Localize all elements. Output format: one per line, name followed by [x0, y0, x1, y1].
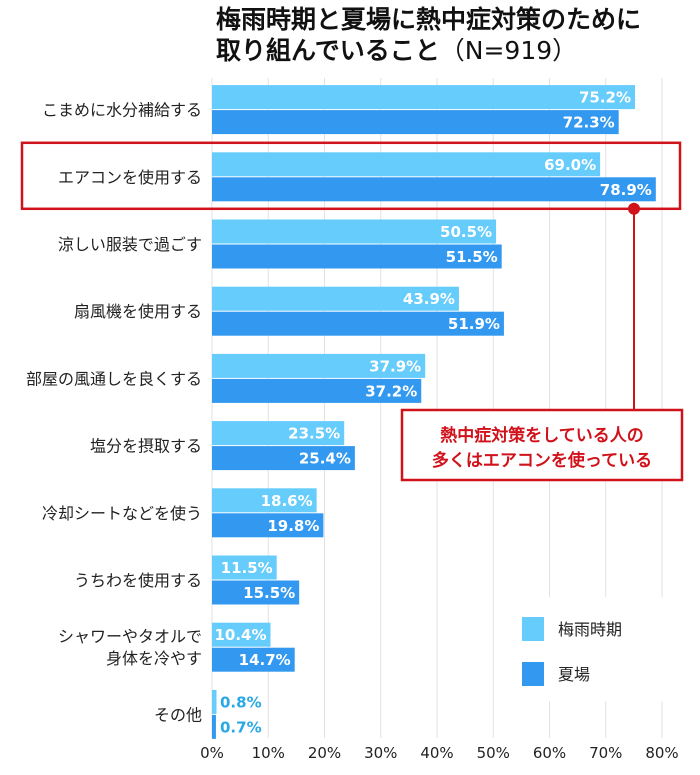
bar-value-label: 18.6% — [261, 492, 313, 510]
bar-value-label: 14.7% — [239, 651, 291, 669]
chart-title-line1: 梅雨時期と夏場に熱中症対策のために — [216, 5, 642, 34]
bar-value-label: 51.5% — [446, 248, 498, 266]
chart-title: 梅雨時期と夏場に熱中症対策のために 取り組んでいること（N=919） — [216, 4, 696, 66]
category-label: 扇風機を使用する — [74, 302, 202, 321]
bar-summer — [212, 110, 619, 135]
bar-rainy-season — [212, 353, 426, 378]
legend-swatch — [522, 617, 544, 641]
bar-value-label: 37.9% — [369, 357, 421, 375]
bar-rainy-season — [212, 286, 459, 311]
x-tick-label: 0% — [200, 744, 224, 762]
bar-rainy-season — [212, 488, 317, 513]
x-tick-label: 80% — [645, 744, 678, 762]
x-tick-label: 10% — [252, 744, 285, 762]
callout-text: 熱中症対策をしている人の — [440, 425, 644, 446]
bar-rainy-season — [212, 219, 497, 244]
highlight-box — [20, 141, 682, 211]
bar-value-label: 11.5% — [221, 559, 273, 577]
bar-value-label: 23.5% — [288, 425, 340, 443]
bar-summer — [212, 513, 324, 538]
bar-rainy-season — [212, 689, 217, 714]
chart-title-line2: 取り組んでいること — [216, 36, 440, 65]
bar-summer — [212, 446, 355, 471]
bar-value-label: 0.7% — [220, 718, 262, 736]
category-label: 身体を冷やす — [106, 649, 202, 668]
bar-value-label: 78.9% — [600, 181, 652, 199]
chart-title-n: （N=919） — [439, 36, 578, 65]
bar-summer — [212, 580, 300, 605]
category-label: 部屋の風通しを良くする — [26, 369, 202, 388]
category-label: こまめに水分補給する — [42, 101, 202, 120]
bar-rainy-season — [212, 85, 635, 110]
category-labels: こまめに水分補給するエアコンを使用する涼しい服装で過ごす扇風機を使用する部屋の風… — [26, 101, 202, 725]
bar-value-label: 50.5% — [440, 223, 492, 241]
legend-label: 夏場 — [558, 665, 590, 684]
bar-rainy-season — [212, 555, 277, 580]
category-label: その他 — [154, 705, 202, 724]
callout-dot — [628, 202, 640, 215]
bar-value-label: 0.8% — [220, 693, 262, 711]
category-label: エアコンを使用する — [58, 168, 202, 187]
bar-summer — [212, 378, 422, 403]
x-tick-label: 30% — [364, 744, 397, 762]
bar-rainy-season — [212, 622, 271, 647]
category-label: 冷却シートなどを使う — [42, 504, 202, 523]
x-tick-label: 20% — [308, 744, 341, 762]
bar-rainy-season — [212, 152, 601, 177]
callout-text: 多くはエアコンを使っている — [432, 450, 652, 471]
bar-value-label: 51.9% — [448, 315, 500, 333]
x-tick-label: 50% — [477, 744, 510, 762]
bar-value-label: 25.4% — [299, 450, 351, 468]
callout-box — [400, 408, 684, 482]
legend-swatch — [522, 662, 544, 686]
x-axis-ticks: 0% 10% 20% 30% 40% 50% 60% 70% 80% — [200, 744, 679, 762]
bar-value-label: 19.8% — [267, 517, 319, 535]
bar-rainy-season — [212, 421, 345, 446]
bar-value-label: 15.5% — [243, 584, 295, 602]
category-label: 塩分を摂取する — [90, 437, 202, 456]
bar-value-label: 43.9% — [403, 290, 455, 308]
bar-summer — [212, 311, 504, 336]
bar-value-label: 75.2% — [579, 89, 631, 107]
legend-label: 梅雨時期 — [558, 620, 622, 639]
x-tick-label: 60% — [533, 744, 566, 762]
bar-summer — [212, 177, 656, 202]
category-label: シャワーやタオルで — [58, 627, 202, 646]
bar-value-label: 72.3% — [563, 114, 615, 132]
bar-value-label: 37.2% — [365, 382, 417, 400]
bar-summer — [212, 714, 216, 739]
bar-value-label: 69.0% — [544, 156, 596, 174]
bar-summer — [212, 647, 295, 672]
x-tick-label: 40% — [420, 744, 453, 762]
category-label: うちわを使用する — [74, 571, 202, 590]
bar-summer — [212, 244, 502, 269]
bar-value-label: 10.4% — [214, 626, 266, 644]
x-tick-label: 70% — [589, 744, 622, 762]
category-label: 涼しい服装で過ごす — [58, 235, 202, 254]
bars: 75.2% 72.3% 69.0%78.9% 50.5% 51.5% 43.9% 51.9%… — [212, 85, 656, 739]
